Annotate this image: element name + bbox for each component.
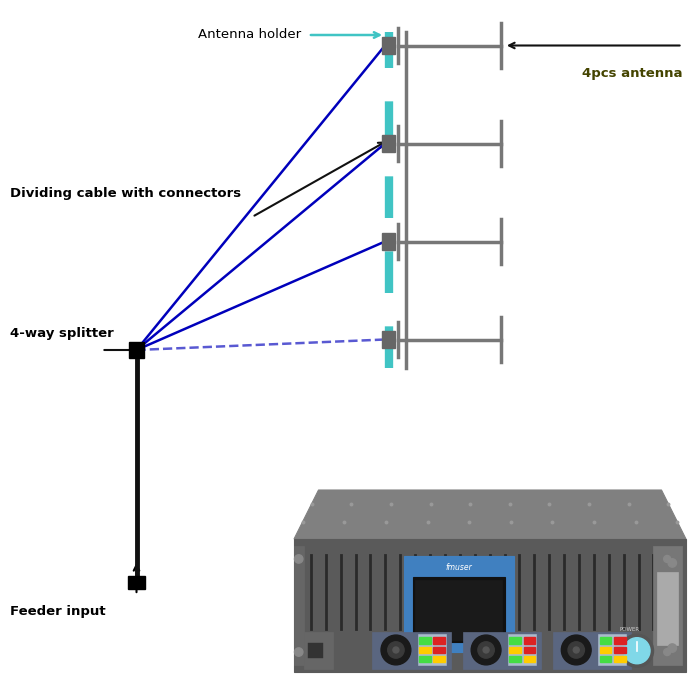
Text: fmuser: fmuser [445, 564, 472, 573]
Circle shape [668, 644, 676, 652]
Text: 4pcs antenna: 4pcs antenna [582, 66, 682, 80]
Text: POWER: POWER [619, 627, 639, 632]
Circle shape [295, 554, 303, 563]
Bar [418, 634, 446, 665]
Bar [524, 638, 536, 644]
Circle shape [483, 647, 489, 653]
Bar [524, 656, 536, 662]
Bar [614, 656, 626, 662]
Bar [433, 638, 445, 644]
Circle shape [573, 647, 579, 653]
Circle shape [381, 635, 411, 665]
Bar [308, 643, 323, 658]
Circle shape [471, 635, 501, 665]
Bar [382, 37, 395, 54]
Bar [510, 647, 522, 653]
Bar [128, 576, 145, 589]
Bar [419, 638, 431, 644]
Bar [510, 656, 522, 662]
Bar [614, 638, 626, 644]
Bar [304, 632, 333, 669]
Bar [419, 656, 431, 662]
Circle shape [624, 638, 650, 664]
Text: Dividing cable with connectors: Dividing cable with connectors [10, 186, 241, 200]
Circle shape [620, 634, 654, 667]
Bar [419, 647, 431, 653]
Bar [372, 632, 451, 669]
Polygon shape [294, 490, 686, 539]
Bar [382, 331, 395, 348]
Bar [294, 539, 686, 672]
Bar [129, 342, 144, 358]
Bar [415, 580, 502, 640]
Bar [600, 656, 612, 662]
Bar [657, 573, 678, 645]
Circle shape [664, 556, 671, 563]
Bar [614, 647, 626, 653]
Circle shape [478, 642, 494, 658]
Bar [412, 578, 505, 643]
Bar [510, 638, 522, 644]
Bar [433, 656, 445, 662]
Text: Feeder input: Feeder input [10, 606, 106, 619]
Circle shape [561, 635, 591, 665]
Circle shape [295, 648, 303, 657]
Bar [294, 546, 304, 665]
Bar [524, 647, 536, 653]
Circle shape [664, 648, 671, 655]
Bar [433, 647, 445, 653]
Bar [652, 546, 682, 665]
Circle shape [668, 559, 676, 567]
Bar [600, 647, 612, 653]
Circle shape [388, 642, 404, 658]
Bar [598, 634, 626, 665]
Circle shape [568, 642, 584, 658]
Bar [508, 634, 536, 665]
Circle shape [393, 647, 399, 653]
Bar [404, 556, 514, 652]
Bar [382, 233, 395, 250]
Text: Antenna holder: Antenna holder [198, 29, 301, 41]
Bar [600, 638, 612, 644]
Bar [463, 632, 541, 669]
Bar [382, 135, 395, 152]
Text: 4-way splitter: 4-way splitter [10, 326, 114, 340]
Bar [553, 632, 631, 669]
